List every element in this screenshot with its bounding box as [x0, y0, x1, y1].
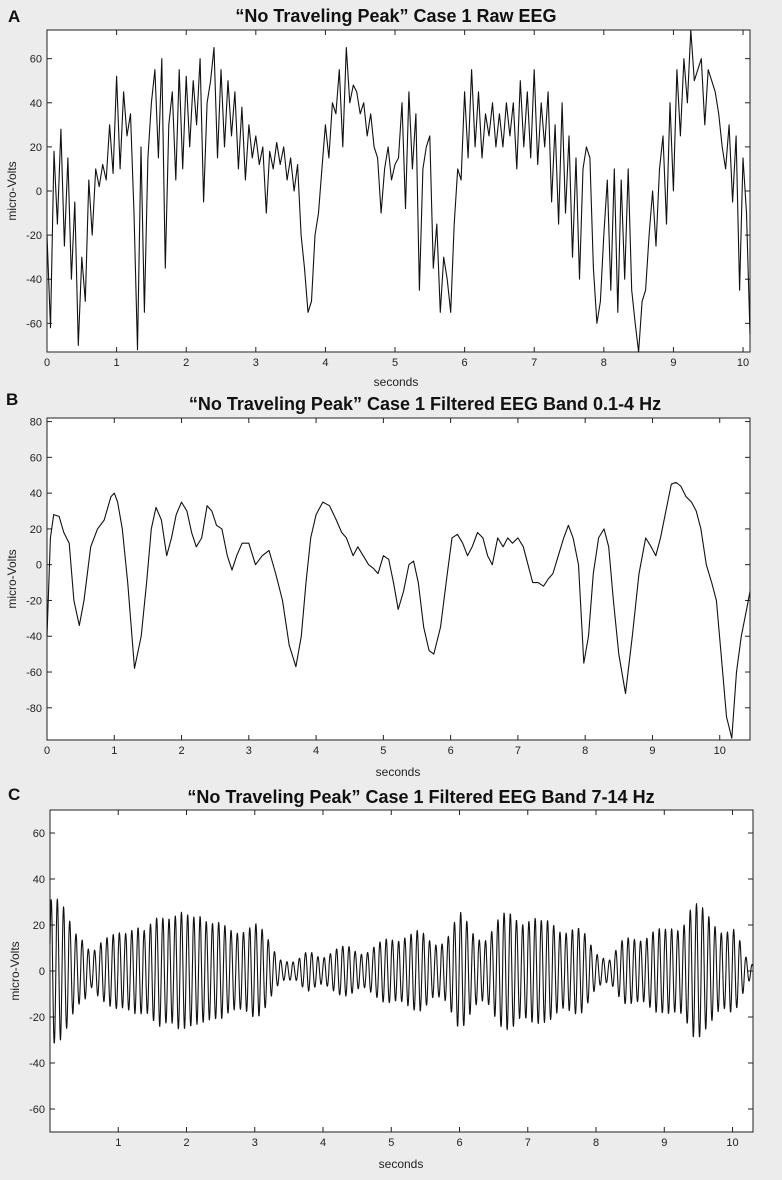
- panel-c-xtick-label: 4: [320, 1137, 326, 1149]
- panel-c-title: “No Traveling Peak” Case 1 Filtered EEG …: [187, 787, 654, 807]
- panel-c-xtick-label: 7: [525, 1137, 531, 1149]
- panel-c-xtick-label: 2: [183, 1137, 189, 1149]
- panel-a-ytick-label: 60: [30, 54, 42, 66]
- panel-a: A “No Traveling Peak” Case 1 Raw EEG 0 1 2…: [0, 0, 782, 393]
- panel-a-plot-area: [46, 29, 751, 353]
- panel-a-xtick-label: 10: [737, 357, 749, 369]
- panel-c-xtick-label: 6: [456, 1137, 462, 1149]
- panel-a-ylabel: micro-Volts: [5, 161, 19, 220]
- panel-b: B “No Traveling Peak” Case 1 Filtered EE…: [0, 390, 782, 780]
- panel-a-ytick-label: 0: [36, 186, 42, 198]
- panel-b-ytick-label: 40: [30, 488, 42, 500]
- panel-a-ytick-label: 40: [30, 98, 42, 110]
- panel-a-letter: A: [8, 7, 20, 26]
- panel-c-xtick-label: 10: [726, 1137, 738, 1149]
- panel-b-ytick-label: 80: [30, 417, 42, 429]
- panel-a-xtick-label: 9: [670, 357, 676, 369]
- panel-a-ytick-label: -20: [26, 230, 42, 242]
- panel-c-ytick-label: -40: [29, 1058, 45, 1070]
- panel-c-xtick-label: 1: [115, 1137, 121, 1149]
- panel-c-ytick-label: 20: [33, 920, 45, 932]
- panel-c-xtick-label: 3: [252, 1137, 258, 1149]
- panel-b-ylabel: micro-Volts: [5, 549, 19, 608]
- panel-b-ytick-label: 60: [30, 452, 42, 464]
- panel-b-xtick-label: 1: [111, 745, 117, 757]
- panel-b-ytick-label: -60: [26, 667, 42, 679]
- panel-c-xtick-label: 9: [661, 1137, 667, 1149]
- panel-c-eeg-trace: [49, 898, 754, 1044]
- panel-b-xtick-label: 6: [448, 745, 454, 757]
- panel-a-xtick-label: 7: [531, 357, 537, 369]
- panel-c-ytick-label: 60: [33, 828, 45, 840]
- panel-a-xtick-label: 3: [253, 357, 259, 369]
- panel-c-ylabel: micro-Volts: [8, 941, 22, 1000]
- panel-b-title: “No Traveling Peak” Case 1 Filtered EEG …: [189, 394, 661, 414]
- panel-a-xtick-label: 1: [114, 357, 120, 369]
- panel-b-xtick-label: 0: [44, 745, 50, 757]
- panel-a-xtick-label: 0: [44, 357, 50, 369]
- panel-b-xtick-label: 9: [649, 745, 655, 757]
- panel-b-xtick-label: 2: [178, 745, 184, 757]
- panel-a-xtick-label: 6: [462, 357, 468, 369]
- panel-a-xtick-label: 5: [392, 357, 398, 369]
- panel-b-xtick-label: 5: [380, 745, 386, 757]
- panel-b-xtick-label: 4: [313, 745, 319, 757]
- panel-a-xtick-label: 2: [183, 357, 189, 369]
- panel-b-eeg-trace: [46, 481, 751, 739]
- panel-a-xtick-label: 4: [322, 357, 328, 369]
- panel-c-ytick-label: -60: [29, 1104, 45, 1116]
- panel-a-ytick-label: -60: [26, 318, 42, 330]
- panel-c-plot: 1 2 3 4 5 6 7 8 9 10 -60 -40 -20 0 20 40 60: [29, 810, 754, 1149]
- panel-c: C “No Traveling Peak” Case 1 Filtered EE…: [0, 780, 782, 1180]
- panel-b-xtick-label: 3: [246, 745, 252, 757]
- panel-c-ytick-label: 0: [39, 966, 45, 978]
- panel-a-eeg-trace: [46, 29, 751, 353]
- panel-b-ytick-label: 20: [30, 524, 42, 536]
- panel-a-plot: 0 1 2 3 4 5 6 7 8 9 10 -60 -40 -20 0 20 40 60: [26, 29, 751, 369]
- panel-a-ytick-label: 20: [30, 142, 42, 154]
- panel-b-plot: 0 1 2 3 4 5 6 7 8 9 10 -80 -60 -40 -20 0 20 40 60 80: [26, 417, 751, 757]
- panel-b-ytick-label: -80: [26, 703, 42, 715]
- panel-b-ytick-label: 0: [36, 560, 42, 572]
- panel-c-ytick-label: -20: [29, 1012, 45, 1024]
- panel-b-ytick-label: -20: [26, 595, 42, 607]
- panel-a-ytick-label: -40: [26, 274, 42, 286]
- panel-a-title: “No Traveling Peak” Case 1 Raw EEG: [235, 6, 556, 26]
- panel-c-xtick-label: 5: [388, 1137, 394, 1149]
- panel-b-xtick-label: 8: [582, 745, 588, 757]
- panel-b-letter: B: [6, 390, 18, 409]
- panel-a-xlabel: seconds: [374, 375, 419, 389]
- panel-b-plot-area: [46, 417, 751, 741]
- panel-b-xtick-label: 10: [714, 745, 726, 757]
- panel-c-xlabel: seconds: [379, 1157, 424, 1171]
- panel-c-xtick-label: 8: [593, 1137, 599, 1149]
- panel-b-xtick-label: 7: [515, 745, 521, 757]
- panel-c-letter: C: [8, 785, 20, 804]
- panel-c-ytick-label: 40: [33, 874, 45, 886]
- panel-b-ytick-label: -40: [26, 631, 42, 643]
- panel-b-xlabel: seconds: [376, 765, 421, 779]
- panel-a-xtick-label: 8: [601, 357, 607, 369]
